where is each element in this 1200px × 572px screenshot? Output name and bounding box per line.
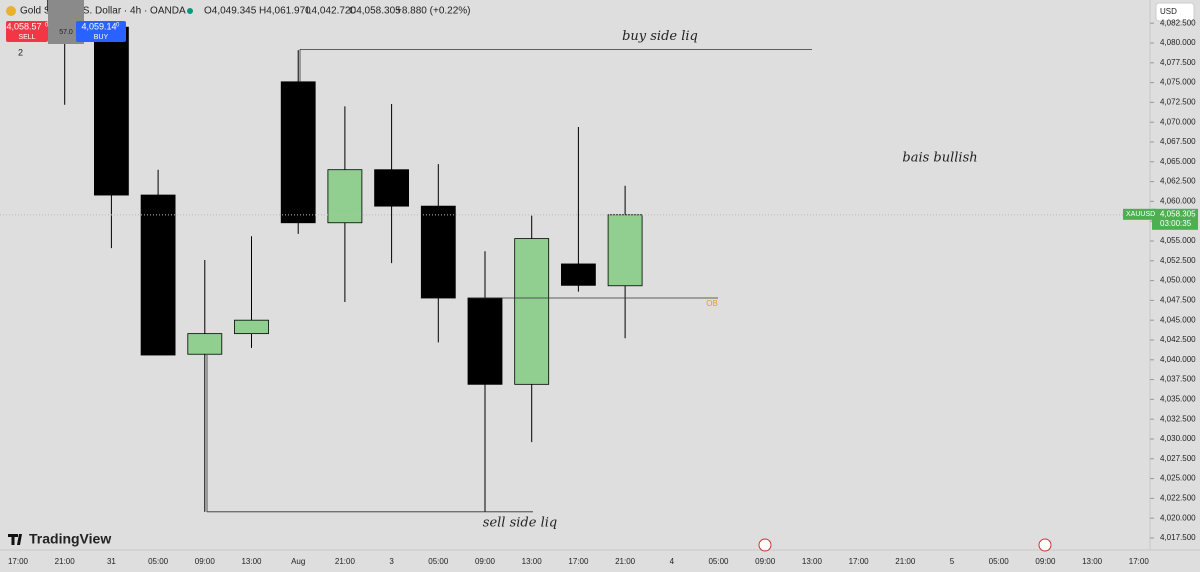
x-tick-label: 05:00 [148,557,169,566]
price-tag-price: 4,058.305 [1160,209,1196,218]
level-label: buy side liq [622,29,698,44]
x-tick-label: 09:00 [1035,557,1056,566]
y-tick-label: 4,082.500 [1160,18,1196,27]
buy-label: BUY [94,34,109,41]
y-tick-label: 4,032.500 [1160,414,1196,423]
x-tick-label: 13:00 [241,557,262,566]
y-tick-label: 4,027.500 [1160,454,1196,463]
candle-body [467,297,503,385]
x-tick-label: 5 [950,557,955,566]
annotation: bais bullish [902,151,977,166]
candle-body [94,26,129,196]
y-tick-label: 4,042.500 [1160,335,1196,344]
x-tick-label: 05:00 [708,557,729,566]
x-tick-label: 17:00 [568,557,589,566]
x-tick-label: 09:00 [755,557,776,566]
x-tick-label: 4 [670,557,675,566]
x-tick-label: 31 [107,557,116,566]
currency-button[interactable] [1155,2,1195,22]
x-tick-label: 13:00 [802,557,823,566]
y-tick-label: 4,022.500 [1160,493,1196,502]
symbol-tag [1123,208,1156,220]
x-tick-label: 21:00 [55,557,76,566]
y-tick-label: 4,035.000 [1160,394,1196,403]
y-tick-label: 4,050.000 [1160,276,1196,285]
candle-body [374,169,410,207]
indicator-count: 2 [18,47,23,57]
ohlc: O4,049.345 [204,6,257,17]
x-tick-label: 3 [389,557,394,566]
y-tick-label: 4,037.500 [1160,375,1196,384]
spread: 57.0 [59,29,73,36]
x-tick-label: 21:00 [895,557,916,566]
status-dot [187,8,193,14]
symbol: Gold Spot / U.S. Dollar · 4h · OANDA [20,6,186,17]
y-tick-label: 4,020.000 [1160,513,1196,522]
y-tick-label: 4,055.000 [1160,236,1196,245]
y-tick-label: 4,077.500 [1160,58,1196,67]
x-tick-label: 13:00 [1082,557,1103,566]
candle-body [561,263,596,286]
x-tick-label: 09:00 [195,557,216,566]
y-tick-label: 4,040.000 [1160,355,1196,364]
logo-icon [8,534,22,545]
y-tick-label: 4,072.500 [1160,98,1196,107]
y-tick-label: 4,052.500 [1160,256,1196,265]
change: +8.880 (+0.22%) [396,6,471,17]
candle-body [327,169,363,224]
price-tag-timer: 03:00:35 [1160,219,1192,228]
x-tick-label: Aug [291,557,305,566]
buy-button[interactable] [76,21,126,42]
symbol-icon [6,6,16,16]
candle-body [514,238,550,385]
x-tick-label: 17:00 [8,557,29,566]
candle-body [420,205,456,299]
candle-body [187,333,223,355]
symbol-tag-text: XAUUSD [1126,211,1155,218]
y-tick-label: 4,070.000 [1160,117,1196,126]
event-icon [1038,538,1052,552]
candle-body [280,81,316,224]
y-tick-label: 4,075.000 [1160,78,1196,87]
x-tick-label: 13:00 [522,557,543,566]
x-tick-label: 17:00 [1129,557,1150,566]
y-tick-label: 4,065.000 [1160,157,1196,166]
x-tick-label: 21:00 [615,557,636,566]
x-tick-label: 17:00 [849,557,870,566]
x-tick-label: 09:00 [475,557,496,566]
y-tick-label: 4,025.000 [1160,474,1196,483]
y-tick-label: 4,067.500 [1160,137,1196,146]
ohlc: L4,042.720 [306,6,356,17]
x-tick-label: 05:00 [989,557,1010,566]
y-tick-label: 4,030.000 [1160,434,1196,443]
sell-button[interactable] [6,21,48,42]
y-tick-label: 4,047.500 [1160,295,1196,304]
level-label: sell side liq [483,515,557,530]
y-tick-label: 4,080.000 [1160,38,1196,47]
candle-body [140,194,176,356]
y-tick-label: 4,045.000 [1160,315,1196,324]
ohlc: H4,061.970 [259,6,311,17]
logo: TradingView [29,531,111,547]
price-tag [1152,208,1198,230]
y-tick-label: 4,060.000 [1160,196,1196,205]
ohlc: C4,058.305 [349,6,401,17]
level-label: OB [706,299,718,308]
sell-label: SELL [18,34,35,41]
x-tick-label: 05:00 [428,557,449,566]
y-tick-label: 4,017.500 [1160,533,1196,542]
sell-sup: 0 [45,23,49,29]
currency: USD [1160,7,1177,16]
y-tick-label: 4,062.500 [1160,177,1196,186]
buy-sup: 0 [116,23,120,29]
buy-price: 4,059.14 [81,21,116,31]
x-tick-label: 21:00 [335,557,356,566]
event-icon [758,538,772,552]
sell-price: 4,058.57 [6,21,41,31]
candle-body [234,319,269,335]
candle-body [607,214,643,287]
